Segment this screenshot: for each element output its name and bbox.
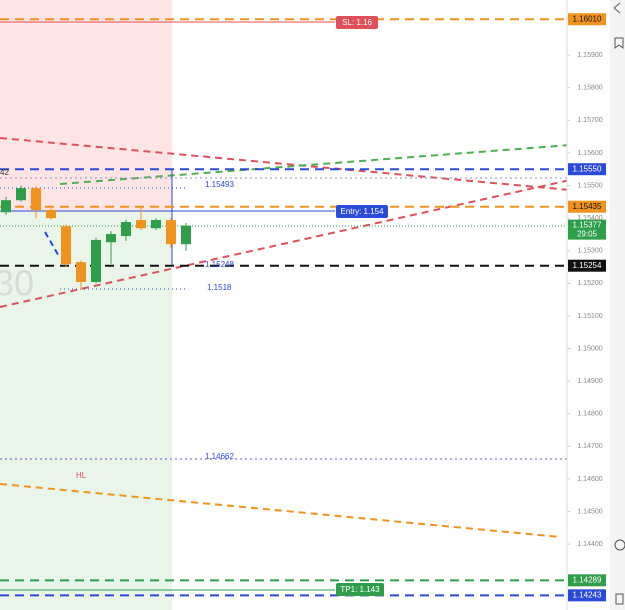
toolbar-icons[interactable] xyxy=(613,2,625,605)
y-tick-label: 1.14400 xyxy=(577,541,602,548)
level-note: 1.1518 xyxy=(207,283,232,292)
level-note: 1.15248 xyxy=(205,260,234,269)
candle-body xyxy=(31,188,41,210)
y-tick-label: 1.15200 xyxy=(577,280,602,287)
y-tick-label: 1.14500 xyxy=(577,508,602,515)
note: 42 xyxy=(0,168,9,177)
y-tick-label: 1.15000 xyxy=(577,345,602,352)
y-tick-label: 1.14900 xyxy=(577,378,602,385)
level-tag xyxy=(568,163,606,176)
candle-body xyxy=(106,234,116,243)
level-tag xyxy=(568,200,606,213)
level-label: 1.15254 xyxy=(573,261,602,270)
candle-body xyxy=(136,220,146,229)
sl-tag xyxy=(336,16,378,29)
trend-line xyxy=(44,231,61,259)
candle-body xyxy=(121,222,131,237)
trend-line xyxy=(0,483,561,538)
y-tick-label: 1.15500 xyxy=(577,182,602,189)
level-label: 1.14289 xyxy=(573,575,602,584)
plot: 1.15900 1.15800 1.15700 1.15600 1.15500 1.154… xyxy=(0,0,606,610)
y-tick-label: 1.15800 xyxy=(577,85,602,92)
y-tick-label: 1.14600 xyxy=(577,476,602,483)
y-tick-label: 1.15300 xyxy=(577,248,602,255)
candle-body xyxy=(46,209,56,219)
level-tag xyxy=(568,574,606,587)
y-tick-label: 1.14700 xyxy=(577,443,602,450)
level-tag xyxy=(568,259,606,272)
entry-label: Entry: 1.154 xyxy=(340,207,384,216)
level-tag xyxy=(568,13,606,26)
level-label: 1.15550 xyxy=(573,164,602,173)
tp-label: TP1: 1.143 xyxy=(340,585,380,594)
level-label: 1.14243 xyxy=(573,590,602,599)
candle-body xyxy=(1,200,11,213)
level-label: 1.16010 xyxy=(573,14,602,23)
level-label: 1.15435 xyxy=(573,202,602,211)
candle-body xyxy=(61,226,71,265)
candle-body xyxy=(16,188,26,201)
y-tick-label: 1.15400 xyxy=(577,215,602,222)
countdown: 29:05 xyxy=(577,230,598,239)
entry-tag xyxy=(336,205,388,218)
hl-label: HL xyxy=(76,471,87,480)
level-note: 1.15493 xyxy=(205,180,234,189)
side-toolbar xyxy=(610,0,625,610)
y-tick-label: 1.15900 xyxy=(577,52,602,59)
candle-body xyxy=(91,239,101,283)
level-tag xyxy=(568,589,606,602)
loss-zone xyxy=(0,0,172,211)
y-tick-label: 1.15600 xyxy=(577,150,602,157)
y-tick-label: 1.14800 xyxy=(577,411,602,418)
candle-body xyxy=(166,220,176,245)
candle-body xyxy=(76,262,86,283)
y-tick-label: 1.15700 xyxy=(577,117,602,124)
trend-line xyxy=(0,179,571,308)
candle-body xyxy=(181,225,191,245)
sl-label: SL: 1.16 xyxy=(342,18,372,27)
candle-body xyxy=(151,220,161,229)
current-price-label: 1.15377 xyxy=(573,221,602,230)
watermark: 30 xyxy=(0,263,34,304)
tp-tag xyxy=(336,583,384,596)
current-price-tag xyxy=(568,219,606,240)
y-tick-label: 1.15100 xyxy=(577,313,602,320)
level-note: 1.14662 xyxy=(205,452,234,461)
